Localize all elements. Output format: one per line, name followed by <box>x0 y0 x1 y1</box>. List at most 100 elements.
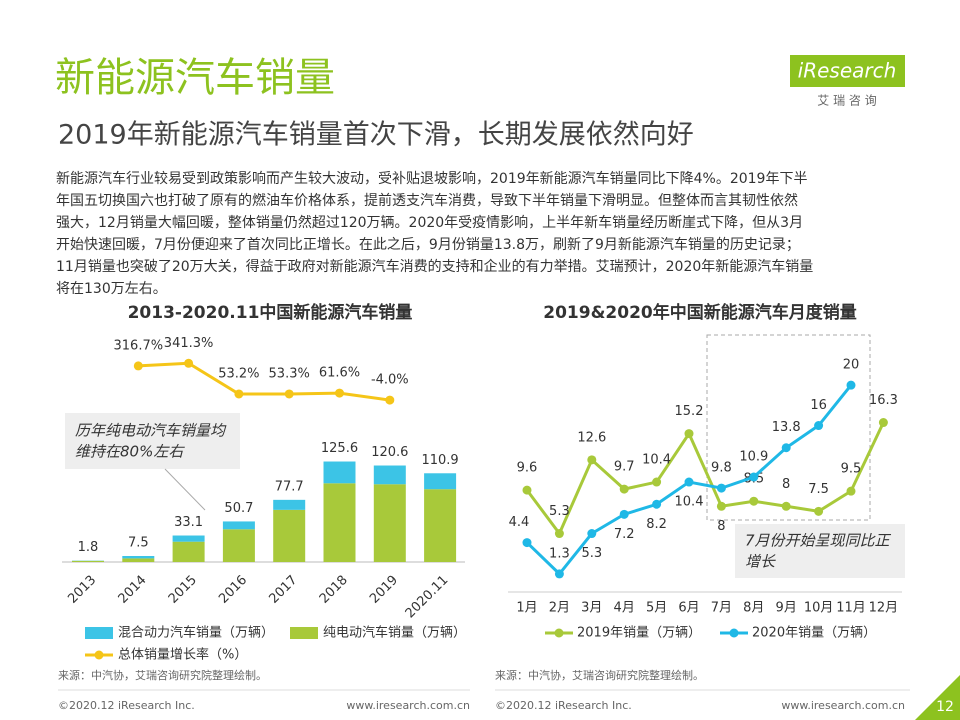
value-label: 10.9 <box>739 450 768 465</box>
total-label: 33.1 <box>174 515 203 530</box>
growth-point <box>284 389 294 399</box>
point <box>716 483 726 493</box>
annotation: 维持在80%左右 <box>75 443 185 461</box>
growth-line <box>138 361 391 402</box>
legend-label: 2019年销量（万辆） <box>577 626 701 641</box>
page-number: 12 <box>936 699 954 715</box>
point <box>652 499 662 509</box>
body-text: 强大，12月销量大幅回暖，整体销量仍然超过120万辆。2020年受疫情影响，上半… <box>56 214 803 231</box>
body-text: 年国五切换国六也打破了原有的燃油车价格体系，提前透支汽车消费，导致下半年销量下滑… <box>56 192 798 209</box>
x-tick-label: 10月 <box>804 601 834 616</box>
value-label: 7.5 <box>808 482 829 497</box>
value-label: 16 <box>810 398 827 413</box>
annotation: 增长 <box>745 553 776 571</box>
total-label: 125.6 <box>321 441 358 456</box>
point <box>814 421 824 431</box>
growth-label: 53.2% <box>218 366 259 381</box>
chart-title: 2013-2020.11中国新能源汽车销量 <box>128 302 413 323</box>
growth-point <box>234 389 244 399</box>
growth-label: 316.7% <box>114 338 164 353</box>
legend-swatch <box>729 628 739 638</box>
total-label: 7.5 <box>128 536 149 551</box>
highlight-box <box>706 334 871 521</box>
x-tick-label: 2014 <box>116 573 150 607</box>
body-text: 开始快速回暖，7月份便迎来了首次同比正增长。在此之后，9月份销量13.8万，刷新… <box>56 236 800 253</box>
total-label: 77.7 <box>275 479 304 494</box>
bar-segment <box>172 541 205 562</box>
point <box>814 506 824 516</box>
x-tick-label: 6月 <box>678 601 699 616</box>
legend-label: 2020年销量（万辆） <box>752 626 876 641</box>
footer-copyright: ©2020.12 iResearch Inc. <box>58 699 195 712</box>
growth-label: 61.6% <box>319 366 360 381</box>
x-tick-label: 2018 <box>317 573 351 607</box>
bar-segment <box>222 521 255 530</box>
source: 来源：中汽协，艾瑞咨询研究院整理绘制。 <box>58 668 267 682</box>
bar-segment <box>222 529 255 562</box>
subtitle: 2019年新能源汽车销量首次下滑，长期发展依然向好 <box>58 120 694 151</box>
value-label: 20 <box>843 358 860 373</box>
annotation: 7月份开始呈现同比正 <box>745 532 892 550</box>
value-label: 13.8 <box>772 420 801 435</box>
value-label: 4.4 <box>509 515 530 530</box>
x-tick-label: 2017 <box>266 573 300 607</box>
value-label: 9.6 <box>517 461 538 476</box>
x-tick-label: 8月 <box>743 601 764 616</box>
x-tick-label: 11月 <box>836 601 866 616</box>
value-label: 8.2 <box>646 517 667 532</box>
x-tick-label: 2019 <box>367 573 401 607</box>
value-label: 15.2 <box>675 404 704 419</box>
callout-line <box>164 468 206 511</box>
value-label: 8 <box>782 477 790 492</box>
x-tick-label: 2013 <box>65 573 99 607</box>
bar-segment <box>273 509 306 562</box>
value-label: 10.4 <box>642 453 671 468</box>
value-label: 8 <box>717 519 725 534</box>
point <box>846 486 856 496</box>
logo-sub: 艾 瑞 咨 询 <box>817 93 876 108</box>
value-label: 9.7 <box>614 460 635 475</box>
point <box>846 380 856 390</box>
total-label: 1.8 <box>78 540 99 555</box>
annotation: 历年纯电动汽车销量均 <box>75 422 227 440</box>
growth-point <box>385 395 395 405</box>
bar-segment <box>373 465 406 485</box>
body-text: 11月销量也突破了20万大关，得益于政府对新能源汽车消费的支持和企业的有力举措。… <box>56 258 813 275</box>
legend-swatch <box>554 628 564 638</box>
bar-segment <box>424 489 457 562</box>
total-label: 50.7 <box>224 501 253 516</box>
logo-box <box>790 55 905 87</box>
chart-title: 2019&2020年中国新能源汽车月度销量 <box>543 302 856 323</box>
point <box>652 477 662 487</box>
growth-point <box>184 358 194 368</box>
legend-swatch <box>94 650 104 660</box>
x-tick-label: 3月 <box>581 601 602 616</box>
value-label: 10.4 <box>675 495 704 510</box>
point <box>749 472 759 482</box>
legend-label: 总体销量增长率（%） <box>118 647 247 663</box>
body-text: 将在130万左右。 <box>56 281 167 297</box>
series-line <box>525 421 885 537</box>
point <box>619 509 629 519</box>
total-label: 110.9 <box>421 453 458 468</box>
value-label: 16.3 <box>869 393 898 408</box>
x-tick-label: 2020.11 <box>403 573 452 622</box>
bar-segment <box>122 558 155 562</box>
bar-segment <box>323 461 356 484</box>
growth-label: 53.3% <box>269 366 310 381</box>
value-label: 7.2 <box>614 527 635 542</box>
x-tick-label: 9月 <box>776 601 797 616</box>
bar-segment <box>273 499 306 510</box>
bar-segment <box>373 484 406 562</box>
point <box>878 418 888 428</box>
x-tick-label: 4月 <box>614 601 635 616</box>
point <box>619 484 629 494</box>
legend-swatch <box>290 627 318 639</box>
point <box>587 455 597 465</box>
footer-url: www.iresearch.com.cn <box>346 699 470 712</box>
value-label: 5.3 <box>549 504 570 519</box>
total-label: 120.6 <box>371 445 408 460</box>
point <box>684 477 694 487</box>
point <box>554 529 564 539</box>
legend-label: 纯电动汽车销量（万辆） <box>323 625 466 641</box>
